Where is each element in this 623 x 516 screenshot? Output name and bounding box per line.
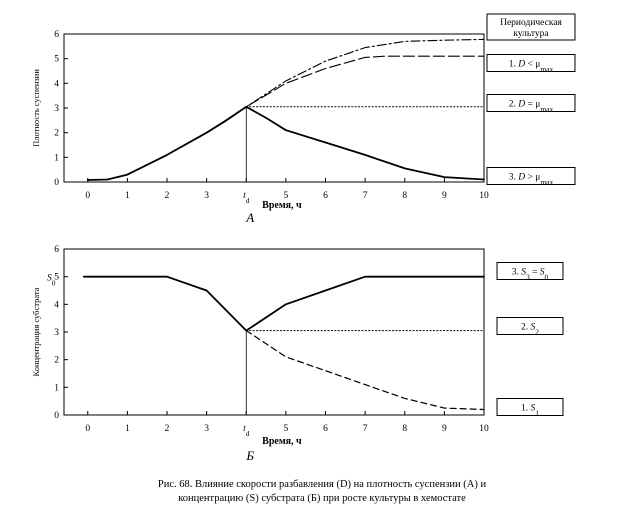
x-tick-label: 10 <box>479 424 489 434</box>
y-axis-title: Плотность суспензии <box>31 69 41 147</box>
x-tick-label: 0 <box>85 191 90 201</box>
y-axis-title: Концентрация субстрата <box>31 287 41 376</box>
x-tick-label: 7 <box>363 424 368 434</box>
y-tick-label: 1 <box>54 383 59 393</box>
x-tick-label: 2 <box>165 191 170 201</box>
x-tick-label: 3 <box>204 424 209 434</box>
series-label-text: 3. D > μmax <box>509 173 554 187</box>
y-tick-label: 2 <box>54 129 59 139</box>
panel-label: Б <box>245 448 254 463</box>
y-tick-label: 3 <box>54 328 59 338</box>
x-tick-label: 8 <box>402 191 407 201</box>
series-line-3 <box>245 330 485 411</box>
caption-line-2: концентрацию (S) субстрата (Б) при росте… <box>178 493 466 504</box>
x-tick-label: 7 <box>363 191 368 201</box>
x-tick-label: 5 <box>284 191 289 201</box>
series-label-text: культура <box>513 29 549 39</box>
y-tick-label-s0: S0 <box>47 274 56 288</box>
x-axis-title: Время, ч <box>262 200 302 211</box>
y-tick-label: 1 <box>54 153 59 163</box>
y-tick-label: 5 <box>54 273 59 283</box>
panel-label: А <box>245 210 254 225</box>
x-tick-label: 6 <box>323 424 328 434</box>
y-tick-label: 4 <box>54 300 59 310</box>
series-line-1 <box>87 38 485 181</box>
y-tick-label: 2 <box>54 356 59 366</box>
series-label-box <box>486 94 576 112</box>
x-tick-label: 5 <box>284 424 289 434</box>
series-label-box <box>486 54 576 72</box>
caption-line-1: Рис. 68. Влияние скорости разбавления (D… <box>157 479 487 490</box>
x-tick-label: 1 <box>125 191 130 201</box>
y-tick-label: 6 <box>54 30 59 40</box>
series-label-box <box>486 167 576 185</box>
x-tick-label: 3 <box>204 191 209 201</box>
y-tick-label: 0 <box>54 411 59 421</box>
y-tick-label: 6 <box>54 245 59 255</box>
figure-caption: Рис. 68. Влияние скорости разбавления (D… <box>52 478 592 506</box>
series-label-box <box>496 262 564 280</box>
y-tick-label: 0 <box>54 178 59 188</box>
x-tick-label: 6 <box>323 191 328 201</box>
series-line-2 <box>87 55 485 181</box>
x-tick-label: 8 <box>402 424 407 434</box>
plot-frame <box>63 248 485 416</box>
series-label-text: 2. S2 <box>521 323 539 337</box>
x-tick-label: 2 <box>165 424 170 434</box>
series-line-1 <box>82 275 485 332</box>
series-label-text: 1. D < μmax <box>509 60 554 74</box>
y-tick-label: 3 <box>54 104 59 114</box>
x-tick-label: td <box>243 191 250 205</box>
y-tick-label: 4 <box>54 79 59 89</box>
series-label-text: 1. S1 <box>521 404 539 418</box>
series-label-text: Периодическая <box>500 18 562 28</box>
x-tick-label: td <box>243 424 250 438</box>
series-label-box <box>486 13 576 41</box>
x-axis-title: Время, ч <box>262 436 302 447</box>
series-label-box <box>496 317 564 335</box>
series-line-4 <box>86 105 485 181</box>
x-tick-label: 9 <box>442 424 447 434</box>
panel-b: 0 1 2 3 4 5 6 S0 0 1 2 3 td 5 6 7 8 9 10 Время, ч Концентрац… <box>31 245 564 463</box>
panel-a: 0 1 2 3 4 5 6 0 1 2 3 td 5 6 7 8 9 10 Время, ч Плотность су… <box>31 13 576 225</box>
y-tick-label: 5 <box>54 55 59 65</box>
series-label-text: 3. S3 = S0 <box>512 268 549 282</box>
x-tick-label: 1 <box>125 424 130 434</box>
x-tick-label: 9 <box>442 191 447 201</box>
series-label-box <box>496 398 564 416</box>
x-tick-label: 0 <box>85 424 90 434</box>
series-label-text: 2. D = μmax <box>509 100 554 114</box>
x-tick-label: 10 <box>479 191 489 201</box>
